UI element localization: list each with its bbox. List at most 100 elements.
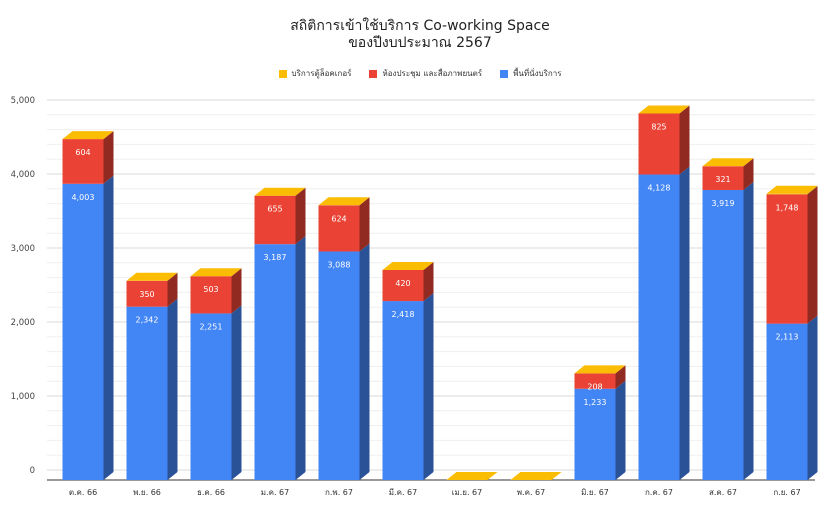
bar-segment (190, 276, 232, 314)
bar-side (359, 243, 370, 480)
bar-top-cap (510, 472, 562, 480)
bar-segment (638, 174, 680, 480)
legend: บริการตู้ล็อคเกอร์ ห้องประชุม และสื่อภาพ… (0, 67, 840, 80)
data-label: 1,748 (776, 203, 799, 212)
bar-side (615, 365, 626, 389)
bar-side (231, 268, 242, 314)
bar-side (807, 315, 818, 480)
bar-segment (382, 301, 424, 480)
legend-label-locker: บริการตู้ล็อคเกอร์ (291, 69, 352, 78)
data-label: 4,003 (72, 193, 95, 202)
bar-segment (62, 183, 104, 480)
legend-item-locker: บริการตู้ล็อคเกอร์ (278, 67, 352, 80)
data-label: 2,251 (200, 322, 223, 331)
bar-side (231, 305, 242, 480)
bar-side (103, 131, 114, 184)
x-tick-label: มี.ค. 67 (389, 488, 417, 497)
x-tick-label: ต.ค. 66 (69, 488, 97, 497)
x-tick-label: ธ.ค. 66 (197, 488, 225, 497)
bar-side (295, 187, 306, 245)
data-label: 825 (651, 122, 666, 131)
data-label: 1,233 (584, 398, 607, 407)
legend-label-meeting: ห้องประชุม และสื่อภาพยนตร์ (382, 69, 483, 78)
bar-side (679, 105, 690, 175)
bar-segment (766, 323, 808, 480)
data-label: 2,418 (392, 310, 415, 319)
bar-segment (702, 189, 744, 480)
bar-top-cap (254, 187, 306, 196)
bar-segment (62, 139, 104, 184)
data-label: 655 (267, 205, 282, 214)
bar-segment (254, 195, 296, 245)
bar-top-cap (766, 185, 818, 194)
y-tick-label: 0 (30, 466, 35, 476)
bar-top-cap (638, 105, 690, 114)
data-label: 350 (139, 290, 154, 299)
bar-segment (190, 313, 232, 480)
chart-title: สถิติการเข้าใช้บริการ Co-working Space ข… (0, 18, 840, 52)
chart-title-line-2: ของปีงบประมาณ 2567 (348, 35, 492, 51)
bar-segment (766, 194, 808, 324)
chart-title-line-1: สถิติการเข้าใช้บริการ Co-working Space (290, 18, 550, 34)
data-label: 2,342 (136, 316, 159, 325)
legend-swatch-locker (278, 69, 287, 78)
bar-segment (702, 166, 744, 190)
bar-segment (254, 244, 296, 480)
bar-side (103, 175, 114, 480)
data-label: 4,128 (648, 184, 671, 193)
bar-top-cap (446, 472, 498, 480)
bar-side (359, 197, 370, 252)
x-tick-label: ก.ย. 67 (773, 488, 800, 497)
bar-side (167, 298, 178, 480)
data-label: 624 (331, 214, 346, 223)
bar-side (743, 181, 754, 480)
legend-item-seating: พื้นที่นั่งบริการ (500, 67, 562, 80)
legend-swatch-meeting (369, 69, 378, 78)
bar-segment (574, 388, 616, 480)
bar-segment (126, 306, 168, 480)
legend-label-seating: พื้นที่นั่งบริการ (513, 69, 562, 78)
x-tick-label: ก.ค. 67 (645, 488, 673, 497)
y-tick-label: 1,000 (11, 392, 35, 402)
legend-item-meeting: ห้องประชุม และสื่อภาพยนตร์ (369, 67, 482, 80)
bar-top-cap (190, 268, 242, 277)
bar-side (743, 158, 754, 190)
bar-segment (638, 113, 680, 175)
data-label: 2,113 (776, 333, 799, 342)
data-label: 3,919 (712, 199, 735, 208)
bar-segment (318, 251, 360, 480)
data-label: 604 (75, 148, 90, 157)
x-tick-label: พ.ค. 67 (517, 488, 545, 497)
bar-segment (766, 193, 808, 195)
data-label: 208 (587, 382, 602, 391)
bar-side (615, 380, 626, 480)
data-label: 7 (784, 185, 789, 194)
y-tick-label: 3,000 (11, 244, 35, 254)
legend-swatch-seating (500, 69, 509, 78)
data-label: 420 (395, 279, 410, 288)
x-tick-label: เม.ย. 67 (452, 488, 483, 497)
bar-segment (318, 205, 360, 252)
bar-top-cap (574, 365, 626, 374)
bar-top-cap (382, 261, 434, 270)
y-tick-label: 2,000 (11, 318, 35, 328)
x-tick-label: ส.ค. 67 (709, 488, 737, 497)
bar-side (423, 261, 434, 302)
y-tick-label: 5,000 (11, 96, 35, 106)
bar-side (167, 272, 178, 307)
y-tick-label: 4,000 (11, 170, 35, 180)
bar-top-cap (126, 272, 178, 281)
bar-side (807, 186, 818, 324)
x-tick-label: ม.ค. 67 (261, 488, 289, 497)
data-label: 503 (203, 285, 218, 294)
data-label: 321 (715, 175, 730, 184)
bar-segment (126, 280, 168, 307)
bar-top-cap (702, 158, 754, 167)
x-tick-label: ก.พ. 67 (325, 488, 353, 497)
bar-side (423, 293, 434, 480)
bar-segment (574, 373, 616, 389)
bar-side (679, 166, 690, 480)
x-tick-label: พ.ย. 66 (133, 488, 161, 497)
bar-segment (382, 269, 424, 302)
